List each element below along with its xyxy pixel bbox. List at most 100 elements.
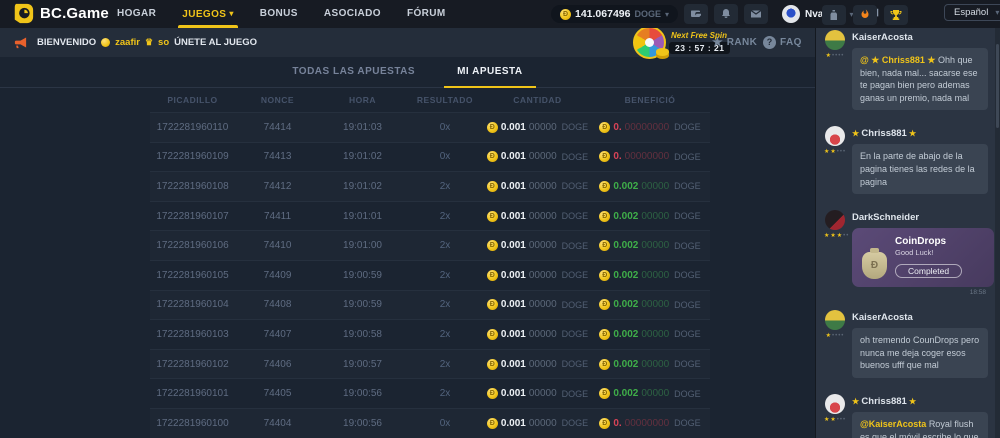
amount-rest: 00000 <box>528 180 557 192</box>
table-row[interactable]: 1722281960104 74408 19:00:59 2x Ð 0.001 00000 D… <box>150 289 710 320</box>
hot-streams-button[interactable] <box>853 5 877 25</box>
bet-result: 2x <box>439 210 451 222</box>
doge-coin-icon: Ð <box>599 328 611 340</box>
amount-main: 0.001 <box>500 299 526 311</box>
wallet-button[interactable] <box>684 4 709 24</box>
currency-label: DOGE <box>674 329 701 340</box>
doge-coin-icon: Ð <box>599 299 611 311</box>
bet-amount: Ð 0.001 00000 DOGE <box>485 151 590 163</box>
bet-hash: 1722281960109 <box>156 151 229 163</box>
chat-username[interactable]: ★ Chriss881 ★ <box>852 128 988 139</box>
star-icon: ★ <box>852 129 862 139</box>
language-label: Español <box>954 7 989 18</box>
nav-item-label: FÓRUM <box>406 8 446 19</box>
nav-item-hogar[interactable]: HOGAR <box>104 0 169 28</box>
currency-label: DOGE <box>674 359 701 370</box>
chat-username[interactable]: KaiserAcosta <box>852 312 913 324</box>
doge-coin-icon: Ð <box>599 388 611 400</box>
graffiti-button[interactable] <box>822 5 846 25</box>
chat-scrollbar[interactable] <box>995 28 1000 438</box>
rating-dot-icon: • <box>843 149 847 156</box>
notifications-button[interactable] <box>714 4 739 24</box>
doge-coin-icon: Ð <box>599 358 611 370</box>
tab-mi-apuesta[interactable]: MI APUESTA <box>444 57 536 88</box>
chat-message: ★★••• ★ Chriss881 ★ En la parte de abajo d… <box>816 118 1000 202</box>
chat-message-left: ★★••• <box>824 393 846 438</box>
table-row[interactable]: 1722281960102 74406 19:00:57 2x Ð 0.001 00000 D… <box>150 348 710 379</box>
leaderboard-button[interactable] <box>884 5 908 25</box>
balance-selector[interactable]: Ð 141.067496 DOGE ▾ <box>551 5 679 23</box>
nav-item-fo-rum[interactable]: FÓRUM <box>394 0 459 28</box>
rating-dot-icon: • <box>841 333 845 340</box>
table-row[interactable]: 1722281960105 74409 19:00:59 2x Ð 0.001 00000 D… <box>150 259 710 290</box>
announcement-username[interactable]: zaafir <box>115 37 140 48</box>
chat-username[interactable]: DarkSchneider <box>852 212 920 224</box>
announcement-cta[interactable]: ÚNETE AL JUEGO <box>174 37 257 48</box>
bet-time: 19:00:59 <box>343 269 382 281</box>
currency-label: DOGE <box>674 181 701 192</box>
chat-message-body: ★ Chriss881 ★ @KaiserAcosta Royal flush e… <box>852 394 988 438</box>
currency-label: DOGE <box>674 270 701 281</box>
user-avatar <box>782 5 801 23</box>
faq-button[interactable]: ? FAQ <box>763 36 802 49</box>
chat-message-body: KaiserAcosta oh tremendo CounDrops pero n… <box>852 310 988 386</box>
free-spin-timer: 23 : 57 : 21 <box>669 42 731 54</box>
bet-amount: Ð 0.001 00000 DOGE <box>485 358 590 370</box>
chat-username[interactable]: ★ Chriss881 ★ <box>852 396 988 407</box>
table-row[interactable]: 1722281960108 74412 19:01:02 2x Ð 0.001 00000 D… <box>150 171 710 201</box>
bet-hash: 1722281960102 <box>156 358 229 370</box>
chat-scrollbar-thumb[interactable] <box>996 44 999 128</box>
inbox-button[interactable] <box>744 4 769 24</box>
table-row[interactable]: 1722281960107 74411 19:01:01 2x Ð 0.001 00000 D… <box>150 200 710 231</box>
doge-coin-icon: Ð <box>560 8 571 20</box>
amount-rest: 00000 <box>528 240 557 252</box>
amount-main: 0.001 <box>500 240 526 252</box>
bc-game-logo[interactable]: BC.Game <box>13 3 109 24</box>
profit-rest: 00000 <box>641 210 670 222</box>
doge-coin-icon: Ð <box>599 417 611 429</box>
doge-coin-icon: Ð <box>599 121 611 133</box>
nav-item-asociado[interactable]: ASOCIADO <box>311 0 394 28</box>
tab-todas-las-apuestas[interactable]: TODAS LAS APUESTAS <box>292 66 416 77</box>
bet-result: 0x <box>439 121 451 133</box>
completed-button[interactable]: Completed <box>895 264 963 279</box>
avatar[interactable] <box>825 310 845 331</box>
table-row[interactable]: 1722281960109 74413 19:01:02 0x Ð 0.001 00000 D… <box>150 141 710 172</box>
bet-hash: 1722281960103 <box>156 328 229 340</box>
bet-hash: 1722281960100 <box>156 417 229 429</box>
mention[interactable]: @KaiserAcosta <box>860 418 929 429</box>
nav-item-juegos[interactable]: JUEGOS ▾ <box>169 0 247 28</box>
rank-button[interactable]: ★ RANK <box>712 36 757 48</box>
coindrops-card[interactable]: Ð CoinDrops Good Luck! Completed <box>852 228 994 288</box>
avatar[interactable] <box>825 210 845 231</box>
profit-rest: 00000 <box>641 269 670 281</box>
mention[interactable]: @ ★ Chriss881 ★ <box>860 55 938 65</box>
avatar[interactable] <box>825 393 845 414</box>
profit-rest: 00000 <box>641 240 670 252</box>
table-row[interactable]: 1722281960103 74407 19:00:58 2x Ð 0.001 00000 D… <box>150 319 710 349</box>
nav-item-bonus[interactable]: BONUS <box>247 0 311 28</box>
language-selector[interactable]: Español ▾ <box>944 4 1000 21</box>
logo-text: BC.Game <box>40 5 109 22</box>
avatar[interactable] <box>825 30 845 50</box>
currency-label: DOGE <box>561 211 589 222</box>
rating-dot-icon: • <box>838 333 842 340</box>
amount-main: 0.001 <box>500 328 526 340</box>
column-header-cantidad: CANTIDAD <box>513 95 562 105</box>
bet-hash: 1722281960107 <box>156 210 229 222</box>
table-row[interactable]: 1722281960106 74410 19:01:00 2x Ð 0.001 00000 D… <box>150 230 710 260</box>
table-row[interactable]: 1722281960101 74405 19:00:56 2x Ð 0.001 00000 D… <box>150 378 710 408</box>
amount-rest: 00000 <box>528 121 557 133</box>
chat-message-left: ★★★•• <box>824 210 848 302</box>
table-row[interactable]: 1722281960110 74414 19:01:03 0x Ð 0.001 00000 D… <box>150 112 710 142</box>
crown-icon: ♛ <box>144 37 154 47</box>
profit-value: Ð 0. 00000000 DOGE <box>590 121 710 133</box>
table-row[interactable]: 1722281960100 74404 19:00:56 0x Ð 0.001 00000 D… <box>150 407 710 438</box>
avatar[interactable] <box>825 126 845 147</box>
profit-value: Ð 0. 00000000 DOGE <box>590 417 710 429</box>
bet-result: 2x <box>439 328 451 340</box>
profit-value: Ð 0.002 00000 DOGE <box>590 299 710 311</box>
profit-rest: 00000 <box>641 299 670 311</box>
rating-star-icon: ★ <box>824 416 831 423</box>
chat-username[interactable]: KaiserAcosta <box>852 32 913 43</box>
